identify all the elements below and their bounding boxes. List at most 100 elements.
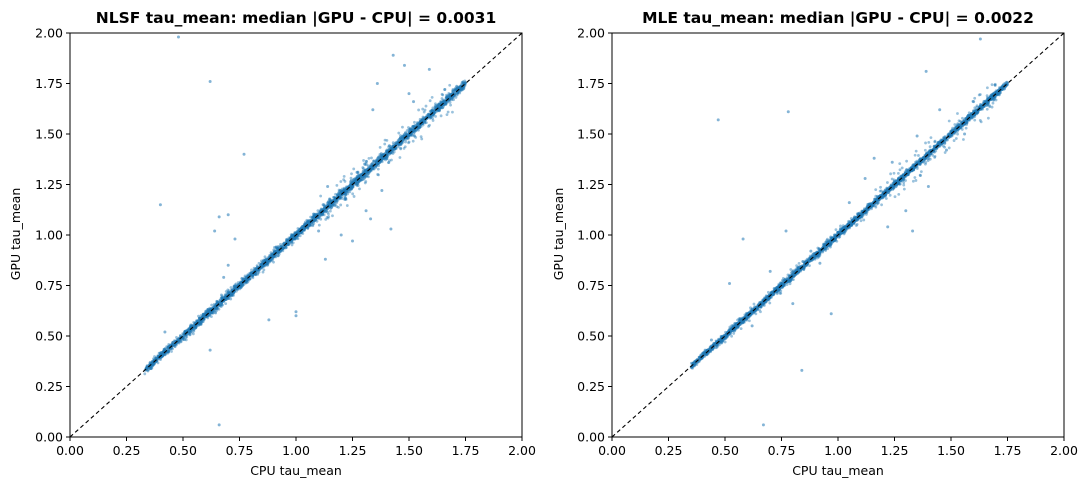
left-panel-point — [210, 311, 214, 315]
left-panel-point — [199, 314, 203, 317]
left-panel-point — [197, 317, 201, 320]
left-panel-point — [447, 94, 451, 98]
left-panel-point — [389, 151, 392, 155]
left-panel-xtick-label: 0.00 — [56, 443, 84, 458]
left-panel-point — [410, 125, 414, 129]
left-panel-point — [378, 161, 382, 164]
left-panel-outlier-point — [402, 63, 406, 67]
left-panel-point — [228, 291, 231, 295]
left-panel-point — [248, 272, 252, 276]
left-panel-point — [305, 221, 309, 225]
left-panel-point — [427, 124, 430, 128]
left-panel-point — [229, 288, 233, 292]
left-panel-point — [145, 365, 149, 369]
left-panel-point — [352, 177, 356, 181]
left-panel-point — [364, 175, 368, 179]
left-panel-point — [399, 134, 402, 137]
left-panel-point — [213, 304, 216, 308]
left-panel-point — [198, 320, 202, 323]
left-panel-point — [352, 167, 356, 171]
left-panel-point — [308, 223, 312, 227]
left-panel-point — [441, 100, 445, 104]
left-panel-point — [413, 123, 417, 127]
left-panel-point — [177, 340, 181, 344]
left-panel-point — [171, 342, 175, 346]
left-panel-point — [385, 151, 389, 155]
left-panel-point — [331, 203, 335, 207]
left-panel-point — [210, 310, 213, 314]
left-panel-point — [229, 292, 233, 296]
left-panel-point — [320, 213, 324, 217]
left-panel-point — [182, 335, 186, 339]
left-panel-point — [279, 249, 283, 253]
left-panel-point — [311, 215, 315, 219]
right-panel: MLE tau_mean: median |GPU - CPU| = 0.002… — [551, 9, 1078, 478]
right-panel-ytick-label: 0.25 — [577, 379, 605, 394]
left-panel-point — [213, 309, 217, 313]
left-panel-point — [151, 362, 155, 365]
right-panel-xtick-label: 0.00 — [598, 443, 626, 458]
left-panel-point — [191, 324, 195, 328]
left-panel-point — [273, 255, 277, 259]
left-panel-point — [223, 296, 227, 300]
left-panel-point — [376, 162, 380, 166]
left-panel-point — [375, 158, 379, 162]
left-panel-point — [361, 175, 365, 179]
left-panel-point — [367, 166, 371, 170]
left-panel-point — [270, 254, 274, 257]
left-panel-point — [230, 293, 234, 297]
left-panel-point — [425, 113, 429, 117]
left-panel-point — [207, 309, 211, 313]
left-panel-point — [220, 293, 223, 297]
left-panel-point — [418, 120, 422, 124]
left-panel-point — [223, 296, 226, 300]
left-panel-point — [303, 227, 307, 231]
left-panel-point — [392, 150, 396, 154]
left-panel-point — [376, 155, 380, 159]
left-panel-point — [342, 175, 346, 178]
left-panel-point — [254, 273, 258, 277]
left-panel-point — [270, 253, 274, 257]
left-panel-point — [339, 203, 343, 207]
left-panel-point — [412, 131, 416, 135]
left-panel-point — [438, 106, 442, 109]
left-panel-point — [220, 297, 224, 300]
left-panel-point — [395, 140, 399, 144]
left-panel-point — [299, 227, 302, 231]
left-panel-point — [272, 254, 276, 258]
left-panel-outlier-point — [355, 170, 359, 174]
left-panel-xtick-label: 2.00 — [508, 443, 536, 458]
left-panel-point — [378, 145, 382, 149]
left-panel-point — [387, 161, 390, 164]
left-panel-point — [224, 298, 227, 301]
left-panel-point — [350, 172, 353, 176]
left-panel-point — [226, 297, 230, 301]
left-panel-point — [238, 281, 242, 285]
left-panel-point — [458, 85, 462, 89]
left-panel-point — [443, 100, 446, 104]
left-panel-point — [312, 222, 316, 226]
left-panel-point — [436, 104, 440, 108]
left-panel-point — [394, 142, 398, 146]
left-panel-ytick-label: 1.75 — [35, 76, 63, 91]
left-panel-point — [192, 329, 196, 333]
right-panel-ytick-label: 0.75 — [577, 278, 605, 293]
left-panel-point — [378, 160, 382, 164]
left-panel-point — [247, 272, 251, 276]
left-panel-point — [232, 291, 236, 295]
left-panel-point — [162, 353, 166, 357]
left-panel-point — [410, 127, 414, 131]
left-panel-point — [260, 262, 264, 266]
left-panel-point — [207, 314, 211, 318]
left-panel-point — [167, 349, 171, 353]
left-panel-point — [167, 342, 171, 346]
left-panel-point — [391, 146, 394, 150]
left-panel-point — [184, 338, 188, 342]
left-panel-point — [296, 237, 300, 241]
left-panel-point — [202, 312, 205, 316]
left-panel-point — [337, 194, 341, 197]
left-panel-point — [232, 293, 235, 297]
left-panel-point — [216, 307, 220, 311]
left-panel-point — [265, 258, 269, 262]
